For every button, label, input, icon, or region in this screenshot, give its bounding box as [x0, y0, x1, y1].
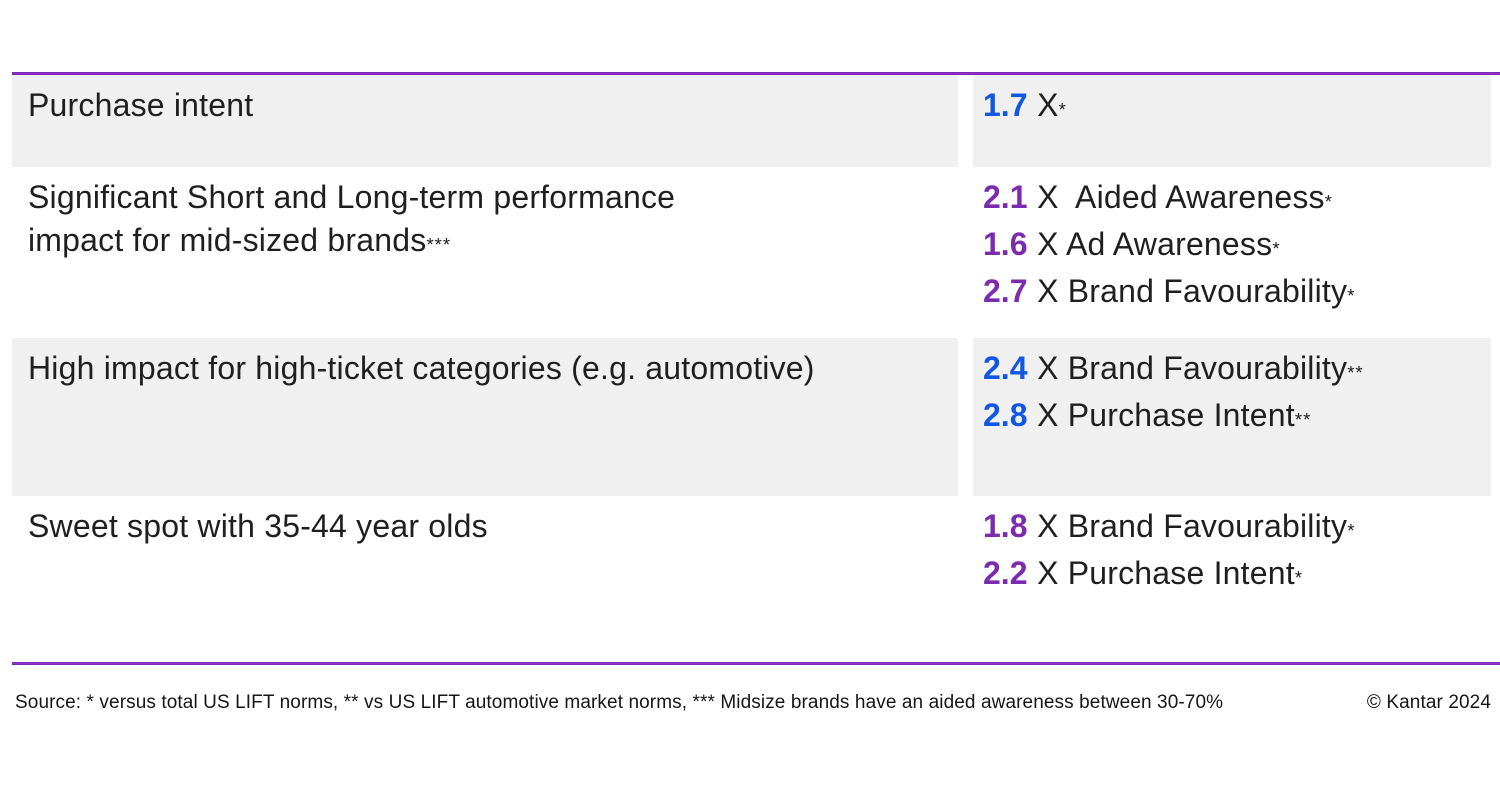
label-asterisk: ***	[426, 234, 452, 255]
table-bottom-rule	[12, 662, 1500, 665]
row-metrics-cell: 2.1 X Aided Awareness* 1.6 X Ad Awareness*…	[973, 167, 1491, 338]
table-row: Sweet spot with 35-44 year olds 1.8 X Bra…	[12, 496, 1491, 662]
table-rows: Purchase intent 1.7 X* Significant Short …	[12, 75, 1491, 662]
metric-line: 2.7 X Brand Favourability*	[983, 270, 1491, 317]
metric-line: 2.1 X Aided Awareness*	[983, 176, 1491, 223]
metrics-table: Purchase intent 1.7 X* Significant Short …	[12, 72, 1500, 665]
metric-label: X	[1037, 87, 1059, 123]
metric-label: X Brand Favourability	[1037, 350, 1348, 386]
row-label: Purchase intent	[28, 87, 254, 123]
metric-value: 2.7	[983, 273, 1028, 309]
metric-asterisk: *	[1058, 99, 1067, 120]
metric-line: 2.4 X Brand Favourability**	[983, 347, 1491, 394]
metric-value: 2.8	[983, 397, 1028, 433]
metric-line: 1.7 X*	[983, 84, 1491, 131]
metric-asterisk: *	[1347, 285, 1356, 306]
row-label: High impact for high-ticket categories (…	[28, 350, 815, 386]
metric-label: X Purchase Intent	[1037, 555, 1295, 591]
table-row: Purchase intent 1.7 X*	[12, 75, 1491, 167]
metric-line: 2.8 X Purchase Intent**	[983, 394, 1491, 441]
metric-label: X Purchase Intent	[1037, 397, 1295, 433]
metric-value: 1.8	[983, 508, 1028, 544]
metric-value: 2.1	[983, 179, 1028, 215]
metric-label: X Aided Awareness	[1037, 179, 1325, 215]
metric-line: 2.2 X Purchase Intent*	[983, 552, 1491, 599]
table-row: High impact for high-ticket categories (…	[12, 338, 1491, 496]
footer: Source: * versus total US LIFT norms, **…	[15, 692, 1491, 714]
row-label: Significant Short and Long-term performa…	[28, 179, 676, 258]
metric-asterisk: *	[1347, 520, 1356, 541]
table-top-rule	[12, 72, 1500, 75]
row-label-cell: Sweet spot with 35-44 year olds	[12, 496, 958, 662]
row-label-cell: High impact for high-ticket categories (…	[12, 338, 958, 496]
metric-asterisk: *	[1324, 191, 1333, 212]
metric-asterisk: *	[1294, 567, 1304, 588]
source-note: Source: * versus total US LIFT norms, **…	[15, 692, 1224, 713]
metric-value: 1.7	[983, 87, 1028, 123]
row-label-cell: Purchase intent	[12, 75, 958, 167]
metric-label: X Brand Favourability	[1037, 508, 1348, 544]
metric-line: 1.6 X Ad Awareness*	[983, 223, 1491, 270]
metric-asterisk: *	[1272, 238, 1281, 259]
metric-label: X Brand Favourability	[1037, 273, 1348, 309]
metric-line: 1.8 X Brand Favourability*	[983, 505, 1491, 552]
metric-label: X Ad Awareness	[1037, 226, 1273, 262]
row-metrics-cell: 2.4 X Brand Favourability** 2.8 X Purchase…	[973, 338, 1491, 496]
row-label: Sweet spot with 35-44 year olds	[28, 508, 488, 544]
metric-value: 2.2	[983, 555, 1028, 591]
metric-value: 1.6	[983, 226, 1028, 262]
table-row: Significant Short and Long-term performa…	[12, 167, 1491, 338]
metric-asterisk: **	[1347, 362, 1364, 383]
row-label-cell: Significant Short and Long-term performa…	[12, 167, 958, 338]
row-metrics-cell: 1.7 X*	[973, 75, 1491, 167]
metric-value: 2.4	[983, 350, 1028, 386]
row-metrics-cell: 1.8 X Brand Favourability* 2.2 X Purchase …	[973, 496, 1491, 662]
metric-asterisk: **	[1294, 409, 1312, 430]
copyright: © Kantar 2024	[1366, 692, 1491, 713]
